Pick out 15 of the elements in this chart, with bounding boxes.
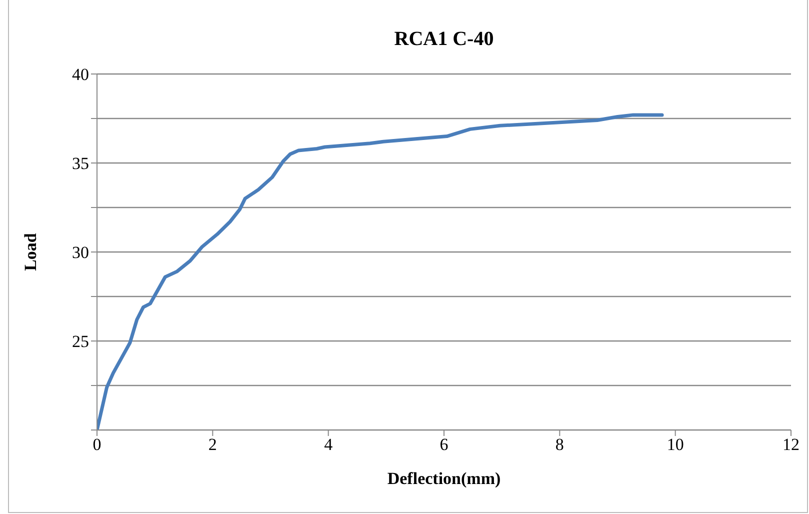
- y-tick-label: 35: [72, 154, 89, 174]
- y-tick-label: 40: [72, 65, 89, 84]
- chart-title: RCA1 C-40: [393, 28, 495, 51]
- x-tick-label: 6: [440, 435, 448, 454]
- y-axis-title: Load: [21, 232, 40, 271]
- y-tick-label: 30: [72, 243, 89, 262]
- x-tick-label: 2: [208, 435, 217, 454]
- line-series: [97, 113, 664, 430]
- x-tick-label: 4: [324, 435, 334, 454]
- y-tick-label: 25: [72, 332, 89, 352]
- x-tick-label: 0: [92, 435, 102, 454]
- x-tick-label: 10: [666, 435, 684, 454]
- x-axis-title: Deflection(mm): [387, 469, 501, 488]
- x-tick-label: 8: [555, 435, 564, 454]
- x-tick-label: 12: [782, 435, 800, 454]
